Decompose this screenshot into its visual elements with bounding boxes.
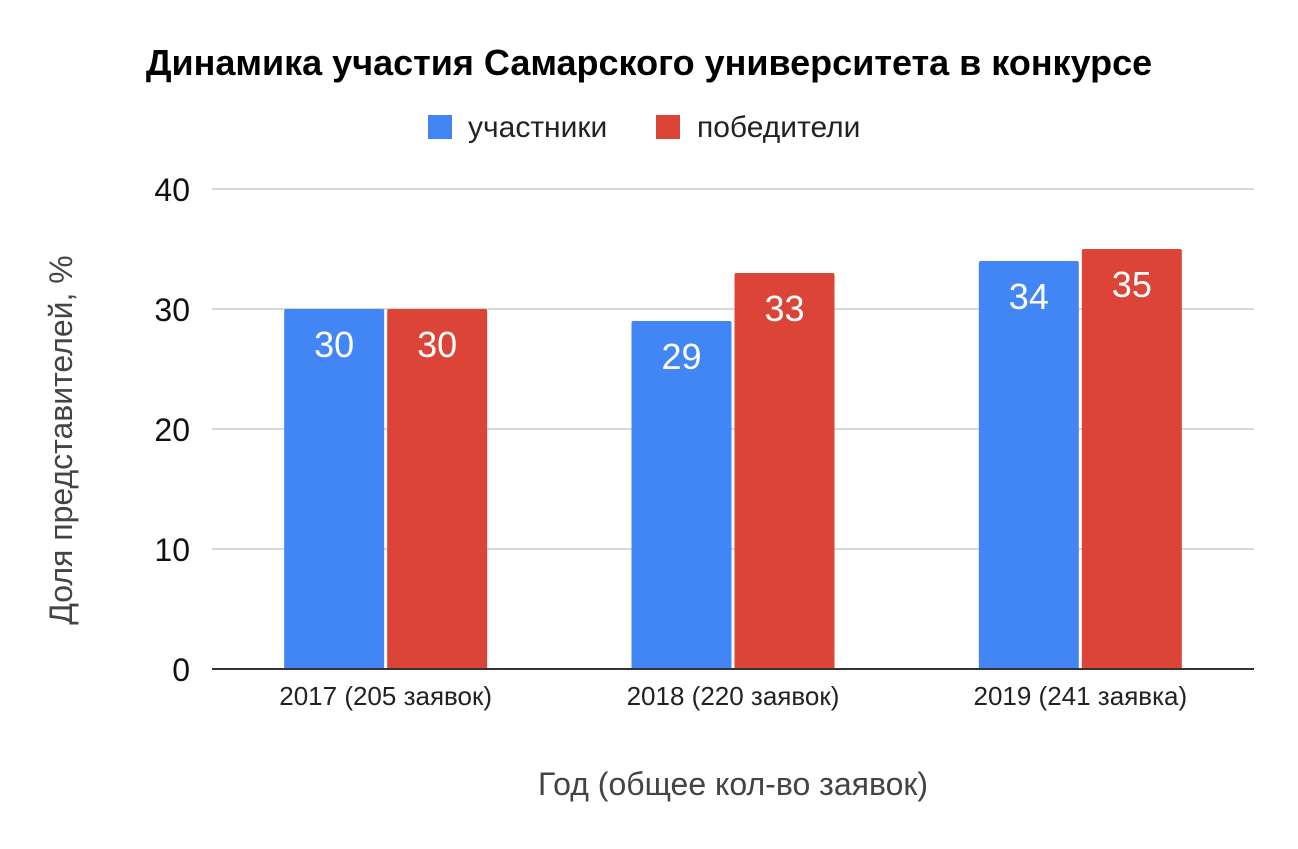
bar-winners xyxy=(1081,249,1182,669)
bars xyxy=(284,249,1182,669)
y-axis-ticks: 0 10 20 30 40 xyxy=(154,172,190,688)
y-tick-label: 40 xyxy=(154,172,190,208)
bar-winners xyxy=(734,273,835,669)
bar-value-label: 33 xyxy=(764,288,804,329)
x-axis-ticks: 2017 (205 заявок) 2018 (220 заявок) 2019 (… xyxy=(279,681,1187,711)
x-tick-label: 2019 (241 заявка) xyxy=(973,681,1187,711)
x-tick-label: 2017 (205 заявок) xyxy=(279,681,492,711)
legend-swatch xyxy=(656,115,680,139)
bar-winners xyxy=(387,309,488,669)
bar-participants xyxy=(284,309,385,669)
bar-data-labels: 30 30 29 33 34 35 xyxy=(314,264,1152,377)
y-tick-label: 10 xyxy=(154,532,190,568)
bar-value-label: 30 xyxy=(417,324,457,365)
bar-participants xyxy=(978,261,1079,669)
gridlines xyxy=(212,188,1254,550)
legend: участники победители xyxy=(428,111,860,144)
y-tick-label: 30 xyxy=(154,292,190,328)
bar-value-label: 29 xyxy=(661,336,701,377)
chart-title: Динамика участия Самарского университета… xyxy=(146,42,1152,83)
x-tick-label: 2018 (220 заявок) xyxy=(627,681,840,711)
bar-value-label: 30 xyxy=(314,324,354,365)
y-axis-label: Доля представителей, % xyxy=(43,255,79,624)
x-axis-label: Год (общее кол-во заявок) xyxy=(538,766,928,802)
bar-value-label: 35 xyxy=(1112,264,1152,305)
legend-swatch xyxy=(428,115,452,139)
legend-label: участники xyxy=(468,111,607,144)
bar-participants xyxy=(631,321,732,669)
y-tick-label: 20 xyxy=(154,412,190,448)
legend-label: победители xyxy=(697,111,860,144)
bar-value-label: 34 xyxy=(1009,276,1049,317)
y-tick-label: 0 xyxy=(172,652,190,688)
